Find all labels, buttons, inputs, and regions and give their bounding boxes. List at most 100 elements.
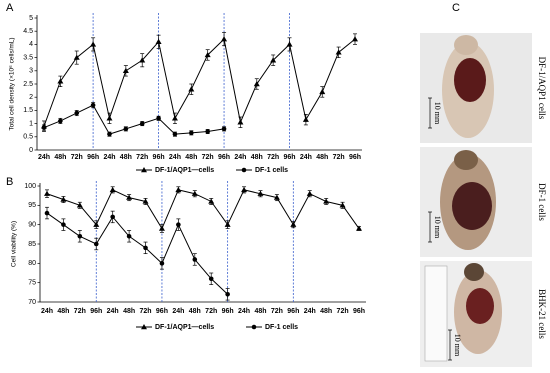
x-tick-label: 72h	[136, 154, 148, 161]
x-tick-label: 48h	[254, 308, 266, 315]
data-point	[109, 186, 116, 193]
data-point	[57, 78, 64, 84]
panel-label: C	[452, 2, 460, 14]
data-point	[323, 198, 330, 204]
data-point	[60, 196, 67, 202]
data-point	[221, 36, 228, 42]
y-tick-label: 70	[28, 299, 36, 306]
data-point	[158, 225, 165, 231]
data-point	[257, 190, 264, 196]
data-point	[176, 222, 181, 227]
x-tick-label: 96h	[90, 308, 102, 315]
data-point	[73, 54, 80, 60]
x-tick-label: 48h	[320, 308, 332, 315]
x-tick-label: 24h	[107, 308, 119, 315]
data-point	[224, 221, 231, 227]
x-tick-label: 24h	[304, 308, 316, 315]
data-point	[90, 102, 96, 108]
legend-label: DF-1/AQP1—cells	[155, 324, 214, 331]
x-tick-label: 72h	[271, 308, 283, 315]
series-line	[43, 104, 225, 135]
x-tick-label: 96h	[153, 154, 165, 161]
x-tick-label: 72h	[139, 308, 151, 315]
data-point	[110, 214, 115, 220]
data-point	[290, 221, 297, 227]
data-point	[41, 125, 47, 130]
x-tick-label: 96h	[353, 308, 365, 315]
photo-label: DF-1/AQP1 cells	[537, 57, 547, 120]
data-point	[192, 257, 198, 262]
legend-label: DF-1/AQP1—cells	[155, 167, 214, 174]
x-tick-label: 48h	[185, 154, 197, 161]
x-tick-label: 96h	[349, 154, 361, 161]
y-tick-label: 80	[28, 260, 36, 267]
data-point	[270, 57, 277, 63]
y-tick-label: 85	[28, 241, 36, 248]
data-point	[139, 121, 145, 126]
data-point	[44, 210, 50, 216]
x-tick-label: 48h	[123, 308, 135, 315]
data-point	[225, 291, 230, 297]
y-tick-label: 2.5	[23, 81, 33, 88]
x-tick-label: 24h	[238, 308, 250, 315]
panel-label: B	[6, 176, 13, 188]
x-tick-label: 72h	[267, 154, 279, 161]
data-point	[159, 261, 165, 266]
x-tick-label: 72h	[333, 154, 345, 161]
data-point	[339, 202, 346, 208]
data-point	[172, 131, 178, 137]
data-point	[237, 119, 244, 125]
series-line	[46, 212, 228, 295]
x-tick-label: 48h	[189, 308, 201, 315]
photo-label: DF-1 cells	[537, 183, 547, 221]
x-tick-label: 24h	[172, 308, 184, 315]
data-point	[93, 221, 100, 227]
panel-label: A	[6, 2, 14, 14]
data-point	[44, 190, 50, 196]
data-point	[126, 233, 132, 239]
data-point	[241, 186, 248, 193]
x-tick-label: 48h	[54, 154, 66, 161]
data-point	[90, 41, 97, 47]
y-tick-label: 0.5	[23, 134, 33, 141]
legend-label: DF-1 cells	[255, 167, 288, 174]
data-point	[319, 88, 326, 95]
data-point	[171, 115, 178, 121]
data-point	[74, 110, 80, 116]
x-tick-label: 72h	[205, 308, 217, 315]
y-tick-label: 0	[29, 147, 33, 154]
data-point	[155, 38, 162, 44]
scale-bar	[428, 97, 452, 361]
x-tick-label: 24h	[38, 154, 50, 161]
x-tick-label: 48h	[57, 308, 69, 315]
x-tick-label: 72h	[74, 308, 86, 315]
series-line	[46, 189, 360, 230]
x-tick-label: 48h	[120, 154, 132, 161]
x-tick-label: 96h	[222, 308, 234, 315]
x-tick-label: 96h	[287, 308, 299, 315]
data-point	[142, 198, 149, 204]
y-tick-label: 3.5	[23, 54, 33, 61]
scale-label: 10 mm	[433, 102, 442, 125]
y-axis-label: Total cell density (×10⁶ cells/mL)	[9, 37, 16, 130]
x-tick-label: 96h	[283, 154, 295, 161]
y-tick-label: 2	[29, 94, 33, 101]
x-tick-label: 72h	[71, 154, 83, 161]
scale-label: 10 mm	[433, 216, 442, 239]
x-tick-label: 96h	[218, 154, 230, 161]
data-point	[107, 131, 112, 137]
x-tick-label: 24h	[41, 308, 53, 315]
data-point	[205, 129, 210, 134]
data-point	[306, 190, 313, 196]
data-point	[188, 86, 195, 92]
x-tick-label: 48h	[316, 154, 328, 161]
data-point	[208, 276, 214, 282]
data-point	[273, 194, 280, 200]
y-axis-label: Cell viability (%)	[11, 221, 18, 267]
x-tick-label: 72h	[337, 308, 349, 315]
scale-label: 10 mm	[453, 334, 462, 357]
data-point	[106, 115, 113, 121]
y-tick-label: 95	[28, 202, 36, 209]
y-tick-label: 100	[24, 183, 36, 190]
y-tick-label: 4.5	[23, 28, 33, 35]
